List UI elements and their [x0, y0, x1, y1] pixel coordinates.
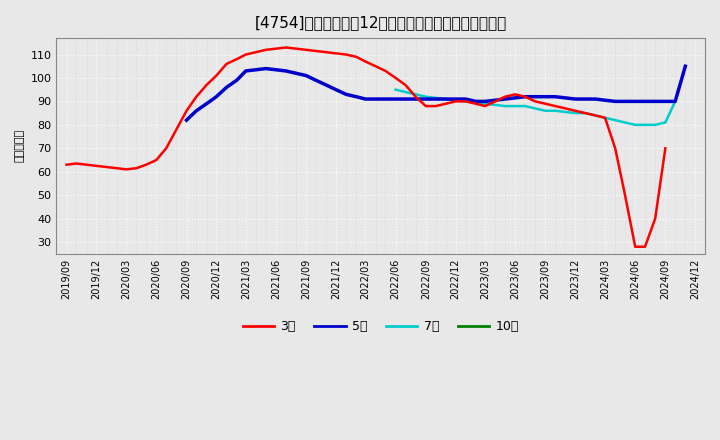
Legend: 3年, 5年, 7年, 10年: 3年, 5年, 7年, 10年	[238, 315, 523, 338]
Y-axis label: （百万円）: （百万円）	[15, 129, 25, 162]
Title: [4754]　当期純利益12か月移動合計の標準偏差の推移: [4754] 当期純利益12か月移動合計の標準偏差の推移	[255, 15, 507, 30]
